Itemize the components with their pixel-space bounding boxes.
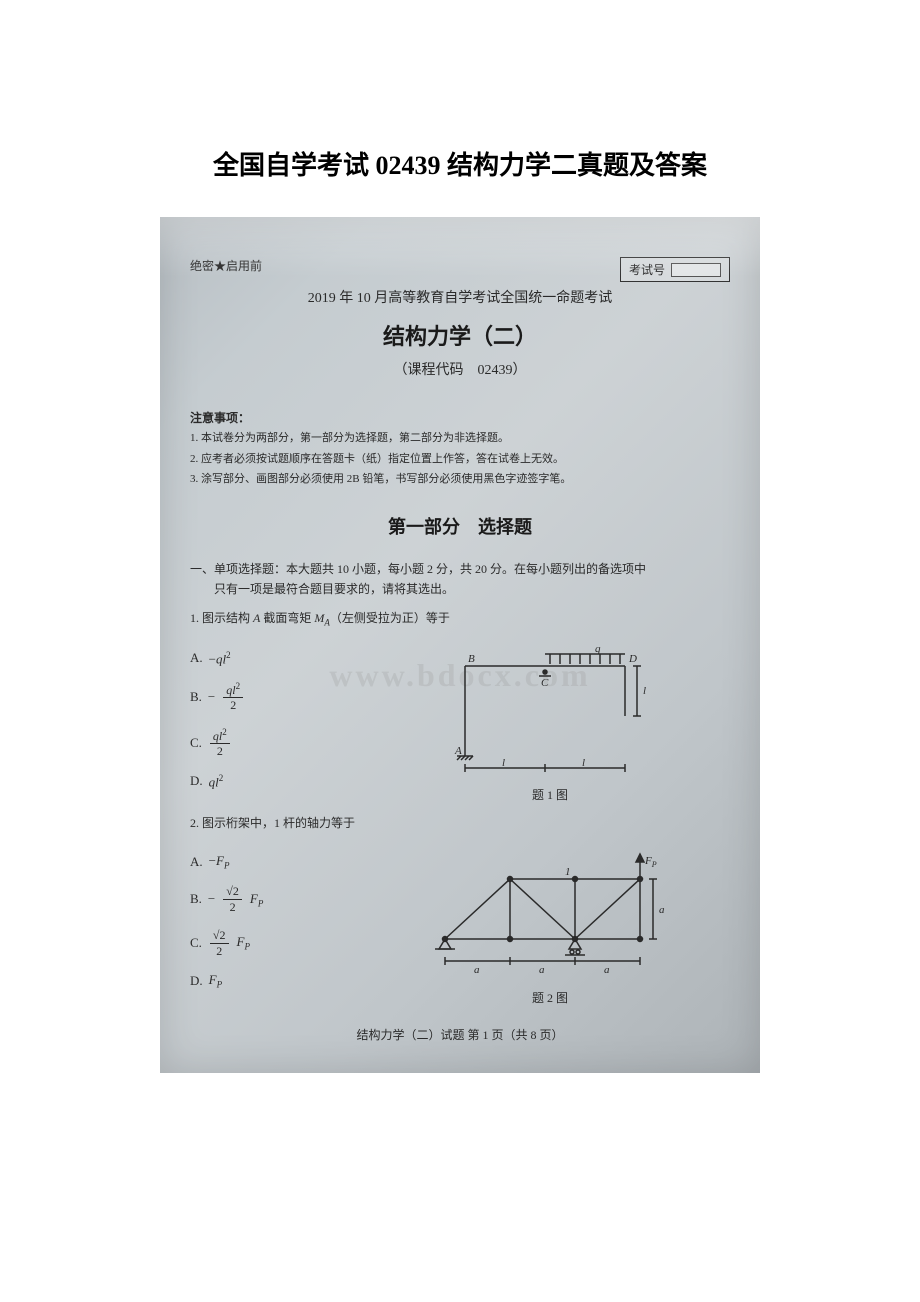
q2-option-b: B. − √2 2 FP (190, 884, 340, 914)
q2-truss-diagram: FP 1 a a a a (425, 849, 675, 979)
question-2-figure: FP 1 a a a a 题 2 图 (370, 839, 730, 1006)
q1-label-l2: l (582, 757, 585, 769)
q2-label-fp: FP (644, 855, 657, 869)
question-2: 2. 图示桁架中，1 杆的轴力等于 A. −FP B. − √2 2 FP (190, 814, 730, 1006)
page-title: 全国自学考试 02439 结构力学二真题及答案 (0, 145, 920, 182)
q1-label-B: B (468, 653, 475, 665)
question-1-figure: A B C D q l l l 题 1 图 (370, 636, 730, 803)
q1-label-D: D (628, 653, 637, 665)
q1-option-c: C. ql2 2 (190, 727, 340, 759)
q1-figure-caption: 题 1 图 (532, 786, 568, 803)
question-1: 1. 图示结构 A 截面弯矩 MA（左侧受拉为正）等于 A. −ql2 B. −… (190, 609, 730, 804)
q2-label-a1: a (474, 964, 480, 976)
section-title: 第一部分 选择题 (190, 513, 730, 539)
q2-option-c: C. √2 2 FP (190, 928, 340, 958)
question-1-text: 1. 图示结构 A 截面弯矩 MA（左侧受拉为正）等于 (190, 609, 730, 627)
question-1-body: A. −ql2 B. − ql2 2 C. ql2 2 (190, 636, 730, 804)
question-2-body: A. −FP B. − √2 2 FP C. √2 2 (190, 839, 730, 1006)
question-intro-line1: 一、单项选择题：本大题共 10 小题，每小题 2 分，共 20 分。在每小题列出… (190, 562, 646, 576)
paper-header-row: 绝密★启用前 考试号 (190, 257, 730, 282)
confidential-label: 绝密★启用前 (190, 257, 262, 274)
exam-number-box: 考试号 (620, 257, 730, 282)
q2-label-a3: a (604, 964, 610, 976)
exam-number-label: 考试号 (629, 261, 665, 278)
question-2-options: A. −FP B. − √2 2 FP C. √2 2 (190, 839, 340, 1004)
q1-label-q: q (595, 646, 601, 655)
q2-label-a2: a (539, 964, 545, 976)
q1-option-d: D. ql2 (190, 773, 340, 790)
notice-header: 注意事项： (190, 409, 730, 426)
q1-structure-diagram: A B C D q l l l (435, 646, 665, 776)
question-2-text: 2. 图示桁架中，1 杆的轴力等于 (190, 814, 730, 831)
q1-option-b: B. − ql2 2 (190, 681, 340, 713)
q2-label-1: 1 (565, 866, 571, 878)
exam-paper-photo: www.bdocx.com 绝密★启用前 考试号 2019 年 10 月高等教育… (160, 217, 760, 1073)
q1-label-C: C (541, 677, 549, 689)
notice-item-1: 1. 本试卷分为两部分，第一部分为选择题，第二部分为非选择题。 (190, 430, 730, 447)
exam-main-title: 结构力学（二） (190, 319, 730, 351)
question-1-options: A. −ql2 B. − ql2 2 C. ql2 2 (190, 636, 340, 804)
exam-number-blank (671, 263, 721, 277)
q2-figure-caption: 题 2 图 (532, 989, 568, 1006)
q2-label-a-right: a (659, 904, 665, 916)
question-intro-line2: 只有一项是最符合题目要求的，请将其选出。 (190, 582, 454, 596)
question-intro: 一、单项选择题：本大题共 10 小题，每小题 2 分，共 20 分。在每小题列出… (190, 559, 730, 600)
q1-label-l1: l (502, 757, 505, 769)
course-code: （课程代码 02439） (190, 359, 730, 379)
notice-item-3: 3. 涂写部分、画图部分必须使用 2B 铅笔，书写部分必须使用黑色字迹签字笔。 (190, 471, 730, 488)
q1-label-A: A (454, 745, 462, 757)
exam-header-line: 2019 年 10 月高等教育自学考试全国统一命题考试 (190, 287, 730, 307)
page-footer: 结构力学（二）试题 第 1 页（共 8 页） (190, 1026, 730, 1053)
q2-option-d: D. FP (190, 972, 340, 990)
q2-option-a: A. −FP (190, 853, 340, 871)
q1-label-l3: l (643, 685, 646, 697)
q1-option-a: A. −ql2 (190, 650, 340, 667)
notice-item-2: 2. 应考者必须按试题顺序在答题卡（纸）指定位置上作答，答在试卷上无效。 (190, 451, 730, 468)
